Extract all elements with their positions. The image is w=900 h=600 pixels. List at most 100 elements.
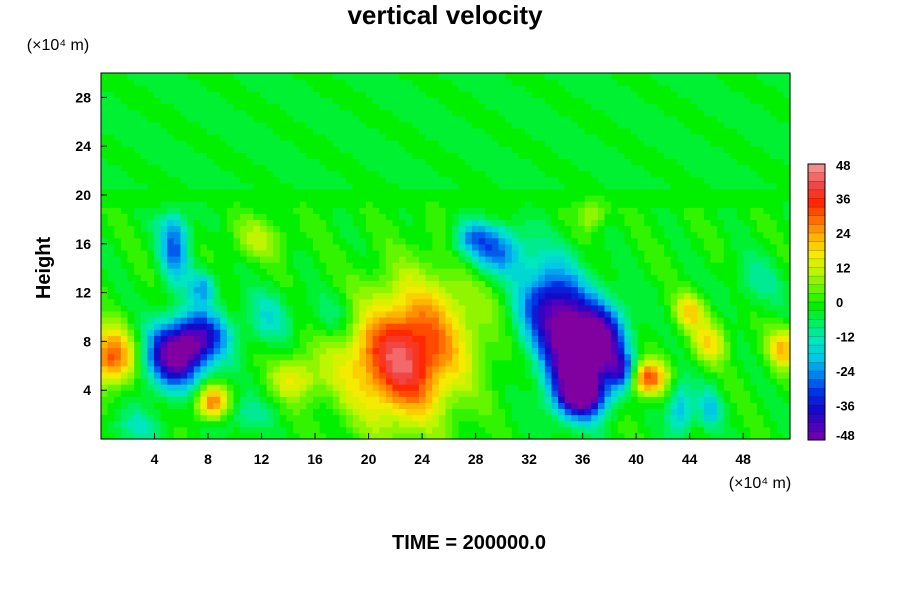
heatmap-cell	[180, 158, 188, 166]
heatmap-cell	[478, 414, 486, 422]
heatmap-cell	[597, 188, 606, 196]
heatmap-cell	[425, 432, 433, 440]
heatmap-cell	[160, 378, 168, 385]
heatmap-cell	[525, 268, 533, 275]
heatmap-cell	[584, 231, 592, 239]
heatmap-cell	[544, 420, 553, 428]
heatmap-cell	[750, 304, 758, 312]
heatmap-cell	[770, 408, 778, 416]
heatmap-cell	[160, 310, 168, 318]
heatmap-cell	[134, 384, 142, 391]
heatmap-cell	[564, 213, 572, 220]
heatmap-cell	[571, 408, 579, 416]
heatmap-cell	[253, 414, 261, 422]
heatmap-cell	[425, 274, 433, 281]
heatmap-cell	[193, 249, 201, 257]
heatmap-cell	[200, 396, 208, 403]
heatmap-cell	[637, 384, 645, 391]
heatmap-cell	[425, 182, 433, 190]
heatmap-cell	[518, 164, 526, 172]
heatmap-cell	[710, 317, 718, 324]
heatmap-cell	[127, 317, 135, 324]
heatmap-cell	[154, 237, 162, 245]
heatmap-cell	[293, 231, 301, 239]
heatmap-cell	[412, 371, 420, 379]
heatmap-cell	[220, 176, 228, 184]
heatmap-cell	[458, 231, 466, 239]
heatmap-cell	[743, 378, 751, 385]
heatmap-cell	[445, 195, 453, 202]
heatmap-cell	[558, 170, 566, 178]
heatmap-cell	[531, 396, 539, 403]
heatmap-cell	[604, 420, 612, 428]
heatmap-cell	[472, 188, 480, 196]
heatmap-cell	[631, 335, 639, 342]
heatmap-cell	[544, 310, 553, 318]
heatmap-cell	[286, 219, 294, 227]
heatmap-cell	[432, 243, 440, 251]
heatmap-cell	[558, 396, 566, 403]
heatmap-cell	[445, 152, 453, 159]
heatmap-cell	[644, 243, 652, 251]
heatmap-cell	[180, 286, 188, 294]
heatmap-cell	[326, 286, 334, 294]
heatmap-cell	[770, 420, 778, 428]
heatmap-cell	[591, 359, 599, 367]
heatmap-cell	[372, 310, 380, 318]
heatmap-cell	[743, 365, 751, 373]
heatmap-cell	[326, 170, 334, 178]
heatmap-cell	[564, 262, 572, 269]
heatmap-cell	[723, 341, 731, 349]
heatmap-cell	[246, 323, 254, 330]
heatmap-cell	[458, 249, 466, 257]
heatmap-cell	[723, 329, 731, 336]
heatmap-cell	[578, 152, 586, 159]
heatmap-cell	[101, 286, 109, 294]
heatmap-cell	[359, 304, 367, 312]
heatmap-cell	[617, 329, 625, 336]
heatmap-cell	[584, 146, 592, 153]
heatmap-cell	[737, 158, 745, 166]
heatmap-cell	[650, 396, 659, 403]
heatmap-cell	[134, 298, 142, 306]
heatmap-cell	[253, 335, 261, 342]
heatmap-cell	[438, 426, 447, 434]
heatmap-cell	[306, 170, 314, 178]
heatmap-cell	[253, 396, 261, 403]
heatmap-cell	[286, 225, 294, 233]
heatmap-cell	[564, 384, 572, 391]
heatmap-cell	[346, 182, 354, 190]
heatmap-cell	[670, 390, 678, 397]
heatmap-cell	[432, 384, 440, 391]
heatmap-cell	[385, 432, 394, 440]
heatmap-cell	[425, 329, 433, 336]
heatmap-cell	[306, 335, 314, 342]
heatmap-cell	[478, 396, 486, 403]
heatmap-cell	[299, 420, 307, 428]
heatmap-cell	[372, 182, 380, 190]
heatmap-cell	[723, 164, 731, 172]
heatmap-cell	[465, 146, 473, 153]
heatmap-cell	[306, 249, 314, 257]
heatmap-cell	[631, 396, 639, 403]
heatmap-cell	[134, 304, 142, 312]
heatmap-cell	[703, 414, 712, 422]
heatmap-cell	[763, 371, 771, 379]
heatmap-cell	[776, 420, 784, 428]
heatmap-cell	[419, 225, 427, 233]
heatmap-cell	[684, 298, 692, 306]
heatmap-cell	[293, 390, 301, 397]
heatmap-cell	[505, 280, 513, 288]
heatmap-cell	[173, 195, 182, 202]
heatmap-cell	[551, 225, 559, 233]
heatmap-cell	[134, 280, 142, 288]
heatmap-cell	[379, 231, 387, 239]
heatmap-cell	[743, 243, 751, 251]
heatmap-cell	[220, 329, 228, 336]
heatmap-cell	[478, 146, 486, 153]
heatmap-cell	[127, 256, 135, 263]
heatmap-cell	[419, 414, 427, 422]
heatmap-cell	[743, 359, 751, 367]
heatmap-cell	[140, 274, 148, 281]
heatmap-cell	[591, 146, 599, 153]
